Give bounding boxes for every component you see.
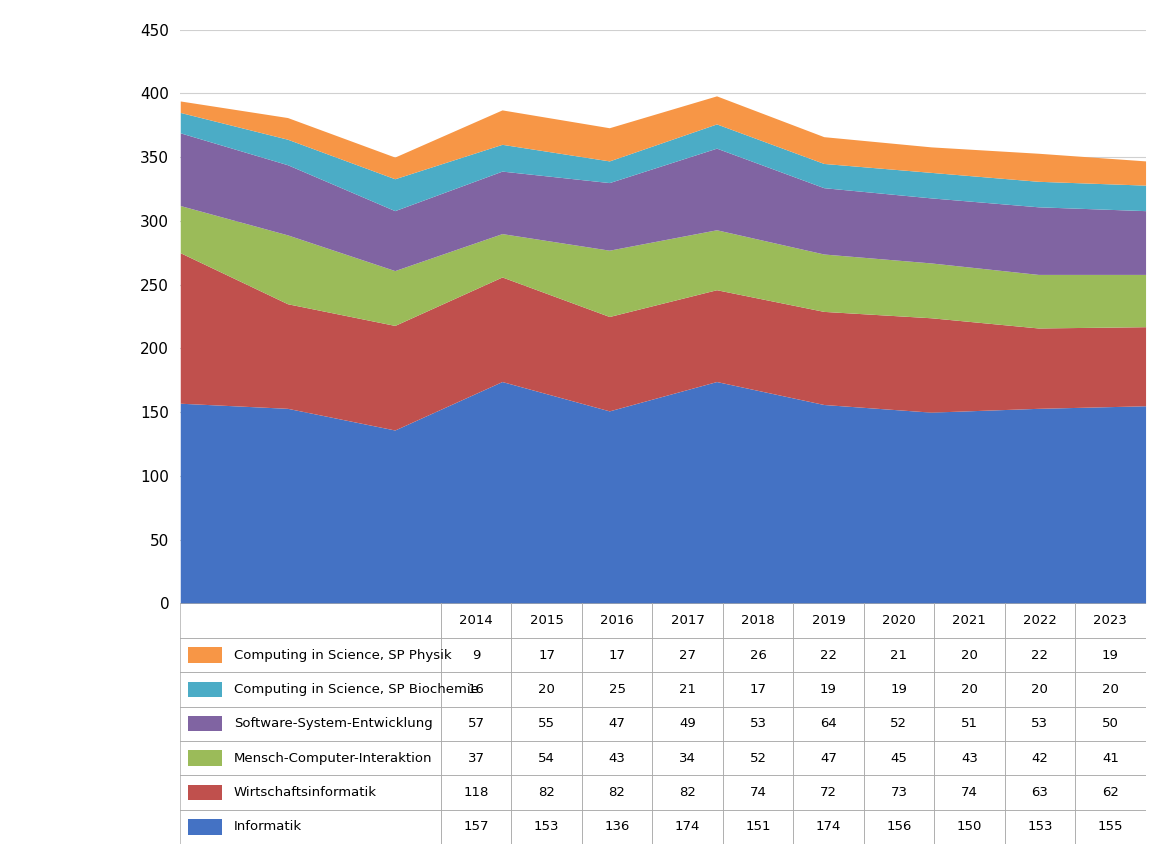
Text: 74: 74 [750, 786, 766, 799]
FancyBboxPatch shape [188, 682, 222, 697]
FancyBboxPatch shape [188, 647, 222, 663]
Text: 22: 22 [820, 648, 837, 662]
Text: 153: 153 [1027, 820, 1053, 833]
Text: 26: 26 [750, 648, 766, 662]
Text: 174: 174 [815, 820, 841, 833]
FancyBboxPatch shape [188, 819, 222, 835]
Text: 52: 52 [749, 752, 766, 765]
Text: 41: 41 [1101, 752, 1119, 765]
Text: Informatik: Informatik [234, 820, 302, 833]
Text: 27: 27 [679, 648, 695, 662]
Text: 62: 62 [1101, 786, 1119, 799]
Text: 57: 57 [468, 717, 485, 730]
Text: 42: 42 [1032, 752, 1048, 765]
Text: 72: 72 [820, 786, 837, 799]
Text: 136: 136 [605, 820, 629, 833]
Text: 9: 9 [472, 648, 480, 662]
Text: 47: 47 [608, 717, 626, 730]
Text: 156: 156 [886, 820, 912, 833]
Text: 22: 22 [1032, 648, 1048, 662]
Text: Software-System-Entwicklung: Software-System-Entwicklung [234, 717, 433, 730]
Text: Mensch-Computer-Interaktion: Mensch-Computer-Interaktion [234, 752, 433, 765]
Text: 54: 54 [538, 752, 555, 765]
Text: 2014: 2014 [459, 614, 493, 627]
Text: 16: 16 [468, 683, 485, 695]
Text: 2018: 2018 [741, 614, 775, 627]
Text: 64: 64 [820, 717, 837, 730]
Text: 155: 155 [1098, 820, 1123, 833]
Text: 2020: 2020 [882, 614, 915, 627]
Text: Computing in Science, SP Biochemie: Computing in Science, SP Biochemie [234, 683, 479, 695]
Text: 82: 82 [608, 786, 626, 799]
Text: 21: 21 [891, 648, 907, 662]
Text: 2016: 2016 [600, 614, 634, 627]
Text: 47: 47 [820, 752, 837, 765]
Text: 82: 82 [679, 786, 695, 799]
Text: 150: 150 [957, 820, 982, 833]
Text: 20: 20 [1101, 683, 1119, 695]
Text: 174: 174 [675, 820, 700, 833]
Text: 63: 63 [1032, 786, 1048, 799]
Text: 21: 21 [679, 683, 695, 695]
Text: 17: 17 [749, 683, 766, 695]
Text: 2015: 2015 [529, 614, 564, 627]
Text: 50: 50 [1101, 717, 1119, 730]
FancyBboxPatch shape [188, 785, 222, 800]
Text: 20: 20 [961, 683, 978, 695]
Text: 153: 153 [534, 820, 559, 833]
Text: 2022: 2022 [1023, 614, 1057, 627]
Text: 20: 20 [1032, 683, 1048, 695]
Text: 43: 43 [608, 752, 626, 765]
Text: 157: 157 [463, 820, 488, 833]
Text: 2021: 2021 [952, 614, 986, 627]
Text: 2019: 2019 [812, 614, 846, 627]
Text: Wirtschaftsinformatik: Wirtschaftsinformatik [234, 786, 377, 799]
Text: 118: 118 [463, 786, 488, 799]
Text: 53: 53 [749, 717, 766, 730]
Text: 37: 37 [468, 752, 485, 765]
FancyBboxPatch shape [188, 716, 222, 732]
Text: 49: 49 [679, 717, 695, 730]
Text: 73: 73 [891, 786, 907, 799]
Text: 2023: 2023 [1093, 614, 1127, 627]
FancyBboxPatch shape [188, 750, 222, 766]
Text: 17: 17 [608, 648, 626, 662]
Text: 20: 20 [961, 648, 978, 662]
Text: 55: 55 [538, 717, 555, 730]
Text: 45: 45 [891, 752, 907, 765]
Text: 51: 51 [961, 717, 978, 730]
Text: 74: 74 [961, 786, 978, 799]
Text: 25: 25 [608, 683, 626, 695]
Text: 151: 151 [745, 820, 771, 833]
Text: Computing in Science, SP Physik: Computing in Science, SP Physik [234, 648, 451, 662]
Text: 52: 52 [891, 717, 907, 730]
Text: 20: 20 [538, 683, 555, 695]
Text: 43: 43 [961, 752, 978, 765]
Text: 19: 19 [891, 683, 907, 695]
Text: 2017: 2017 [671, 614, 705, 627]
Text: 34: 34 [679, 752, 695, 765]
Text: 53: 53 [1032, 717, 1048, 730]
Text: 19: 19 [1101, 648, 1119, 662]
Text: 82: 82 [538, 786, 555, 799]
Text: 19: 19 [820, 683, 837, 695]
Text: 17: 17 [538, 648, 555, 662]
